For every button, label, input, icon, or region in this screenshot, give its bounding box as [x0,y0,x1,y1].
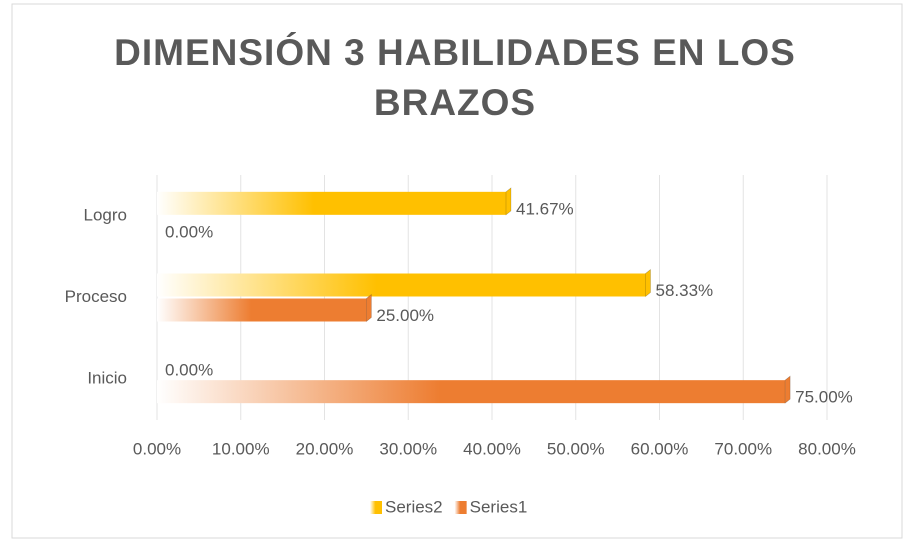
legend-swatch [454,501,467,514]
bar [157,380,786,404]
data-label: 58.33% [656,281,714,300]
bar [157,298,367,322]
bar-side [505,187,512,216]
data-label: 0.00% [165,361,213,380]
bar [157,273,646,297]
x-tick-label: 80.00% [798,439,856,458]
bar [157,191,506,215]
x-tick-label: 50.00% [547,439,605,458]
data-label: 41.67% [516,199,574,218]
x-tick-label: 10.00% [212,439,270,458]
y-tick-label: Logro [84,205,127,224]
x-tick-label: 70.00% [714,439,772,458]
legend-label: Series2 [385,497,443,516]
x-tick-label: 60.00% [631,439,689,458]
data-label: 25.00% [376,306,434,325]
x-tick-label: 20.00% [296,439,354,458]
chart-title: DIMENSIÓN 3 HABILIDADES EN LOS BRAZOS [114,32,796,123]
data-label: 75.00% [795,388,853,407]
chart-border [11,3,903,539]
x-tick-label: 0.00% [133,439,181,458]
x-tick-label: 40.00% [463,439,521,458]
bar-side [784,375,791,404]
bar-side [645,268,651,298]
x-tick-label: 30.00% [379,439,437,458]
legend-label: Series1 [470,497,528,516]
y-tick-label: Proceso [65,287,127,306]
legend-swatch [370,501,382,514]
bar-side [366,293,372,323]
data-label: 0.00% [165,222,213,241]
y-tick-label: Inicio [87,369,127,388]
